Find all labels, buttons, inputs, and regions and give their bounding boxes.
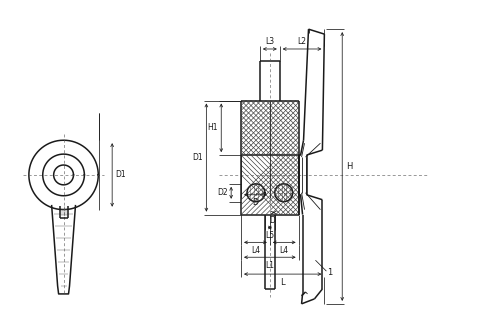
Text: L: L (280, 278, 285, 287)
Text: H: H (346, 162, 352, 171)
Text: L4: L4 (251, 246, 260, 255)
Text: L4: L4 (280, 246, 289, 255)
Text: L1: L1 (266, 261, 274, 270)
Text: D2: D2 (217, 188, 228, 197)
Text: H1: H1 (208, 123, 218, 132)
Text: D: D (252, 198, 258, 207)
Text: L2: L2 (298, 37, 306, 46)
Text: L5: L5 (266, 231, 274, 240)
Text: 1: 1 (328, 268, 332, 277)
Text: L3: L3 (266, 37, 274, 46)
Text: D1: D1 (116, 170, 126, 179)
Text: D: D (270, 216, 275, 225)
Text: D1: D1 (192, 153, 203, 162)
